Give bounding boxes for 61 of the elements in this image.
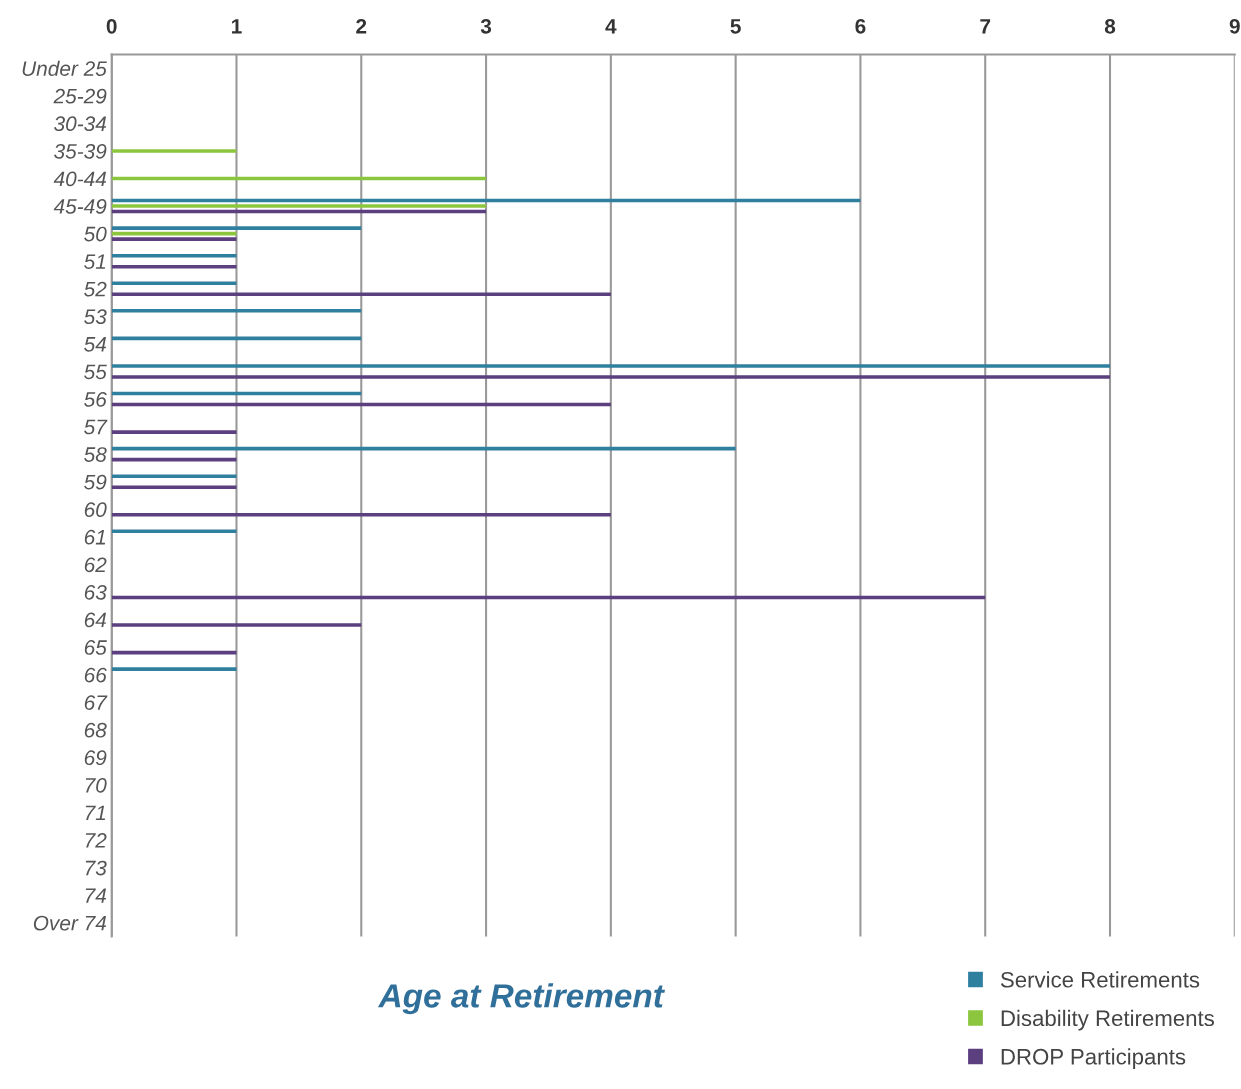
y-tick-label: 70 [85,777,107,793]
x-tick-label: 6 [855,18,866,34]
x-tick-label: 8 [1104,18,1116,34]
y-tick-label: 25-29 [53,88,107,104]
legend-label: Disability Retirements [1001,1009,1214,1031]
y-tick-label: 35-39 [54,143,107,159]
legend-label: DROP Participants [1001,1048,1186,1069]
y-tick-label: 59 [84,474,107,490]
x-tick-label: 9 [1229,18,1240,34]
y-tick-label: 66 [84,667,107,683]
bar [111,309,362,313]
y-tick-label: 55 [84,364,107,380]
y-tick-label: 45-49 [53,199,107,214]
x-tick-label: 7 [980,19,991,34]
bar [111,430,237,434]
y-tick-label: 51 [84,254,106,269]
y-tick-label: 52 [84,281,107,297]
y-tick-label: 72 [85,833,107,848]
x-tick-label: 4 [605,19,617,34]
x-tick-label: 3 [480,18,492,34]
x-tick-label: 2 [356,18,367,34]
y-tick-label: 61 [84,529,106,545]
bar [111,513,611,517]
y-tick-label: 54 [84,337,107,352]
bar [111,474,237,478]
y-tick-label: 56 [84,392,107,407]
y-tick-label: 64 [84,612,107,628]
bar [111,281,237,286]
legend-label: Service Retirements [1000,971,1200,988]
bar [111,623,362,627]
bar [111,226,362,230]
y-tick-label: 60 [84,502,107,518]
y-tick-label: 63 [84,584,107,600]
x-tick-label: 5 [730,19,741,34]
bar [111,204,487,208]
y-tick-label: 65 [84,640,107,655]
y-tick-label: 50 [84,226,107,242]
bar [111,375,1111,379]
x-tick-label: 0 [106,18,117,34]
y-tick-label: 58 [84,447,107,462]
y-tick-label: 73 [85,860,107,876]
x-tick-label: 1 [232,19,242,34]
y-tick-label: 57 [84,419,108,435]
y-tick-label: 40-44 [53,171,107,187]
y-tick-label: 74 [85,888,107,903]
bar [111,364,1111,368]
text: Age at Retirement [377,983,665,1015]
bar [111,292,611,297]
bar [111,237,237,241]
bar [111,149,237,153]
y-tick-label: 67 [84,695,108,710]
bar [111,667,237,671]
y-tick-label: 30-34 [54,116,107,132]
y-tick-label: 71 [85,805,106,821]
y-tick-label: Over 74 [33,915,107,931]
y-tick-label: 53 [84,309,107,325]
y-tick-label: 68 [84,722,107,738]
y-tick-label: 69 [84,750,107,766]
bar [111,485,237,490]
y-tick-label: Under 25 [22,60,107,76]
y-tick-label: 62 [84,557,107,573]
